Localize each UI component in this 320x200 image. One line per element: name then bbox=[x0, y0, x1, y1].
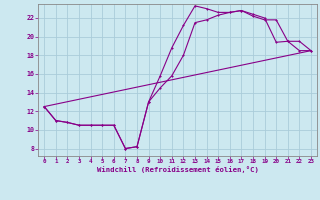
X-axis label: Windchill (Refroidissement éolien,°C): Windchill (Refroidissement éolien,°C) bbox=[97, 166, 259, 173]
